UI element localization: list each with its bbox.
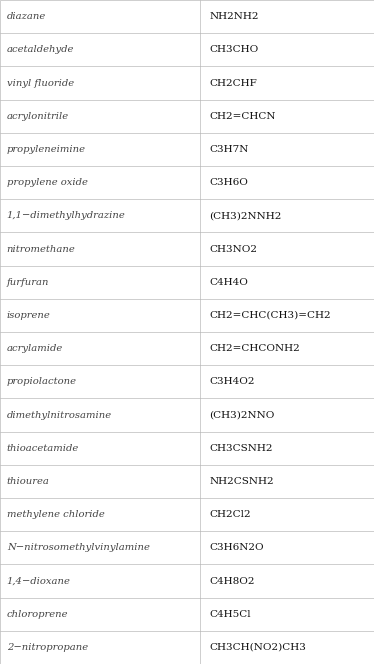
Text: propiolactone: propiolactone: [7, 377, 77, 386]
Text: 1,4−dioxane: 1,4−dioxane: [7, 576, 71, 586]
Text: 1,1−dimethylhydrazine: 1,1−dimethylhydrazine: [7, 211, 126, 220]
Text: nitromethane: nitromethane: [7, 244, 76, 254]
Text: acrylamide: acrylamide: [7, 344, 63, 353]
Text: C4H5Cl: C4H5Cl: [209, 610, 251, 619]
Text: C3H7N: C3H7N: [209, 145, 249, 154]
Text: CH3NO2: CH3NO2: [209, 244, 257, 254]
Text: CH3CSNH2: CH3CSNH2: [209, 444, 273, 453]
Text: CH2Cl2: CH2Cl2: [209, 510, 251, 519]
Text: NH2CSNH2: NH2CSNH2: [209, 477, 274, 486]
Text: dimethylnitrosamine: dimethylnitrosamine: [7, 410, 112, 420]
Text: furfuran: furfuran: [7, 278, 49, 287]
Text: methylene chloride: methylene chloride: [7, 510, 104, 519]
Text: (CH3)2NNO: (CH3)2NNO: [209, 410, 275, 420]
Text: CH2=CHC(CH3)=CH2: CH2=CHC(CH3)=CH2: [209, 311, 331, 320]
Text: thioacetamide: thioacetamide: [7, 444, 79, 453]
Text: C3H4O2: C3H4O2: [209, 377, 255, 386]
Text: CH2=CHCONH2: CH2=CHCONH2: [209, 344, 300, 353]
Text: C3H6N2O: C3H6N2O: [209, 543, 264, 552]
Text: acetaldehyde: acetaldehyde: [7, 45, 74, 54]
Text: CH3CHO: CH3CHO: [209, 45, 259, 54]
Text: propylene oxide: propylene oxide: [7, 178, 88, 187]
Text: C4H8O2: C4H8O2: [209, 576, 255, 586]
Text: N−nitrosomethylvinylamine: N−nitrosomethylvinylamine: [7, 543, 150, 552]
Text: NH2NH2: NH2NH2: [209, 12, 259, 21]
Text: CH2CHF: CH2CHF: [209, 78, 257, 88]
Text: vinyl fluoride: vinyl fluoride: [7, 78, 74, 88]
Text: propyleneimine: propyleneimine: [7, 145, 86, 154]
Text: acrylonitrile: acrylonitrile: [7, 112, 69, 121]
Text: C3H6O: C3H6O: [209, 178, 248, 187]
Text: diazane: diazane: [7, 12, 46, 21]
Text: (CH3)2NNH2: (CH3)2NNH2: [209, 211, 282, 220]
Text: CH3CH(NO2)CH3: CH3CH(NO2)CH3: [209, 643, 306, 652]
Text: isoprene: isoprene: [7, 311, 50, 320]
Text: C4H4O: C4H4O: [209, 278, 248, 287]
Text: chloroprene: chloroprene: [7, 610, 68, 619]
Text: 2−nitropropane: 2−nitropropane: [7, 643, 88, 652]
Text: thiourea: thiourea: [7, 477, 50, 486]
Text: CH2=CHCN: CH2=CHCN: [209, 112, 276, 121]
